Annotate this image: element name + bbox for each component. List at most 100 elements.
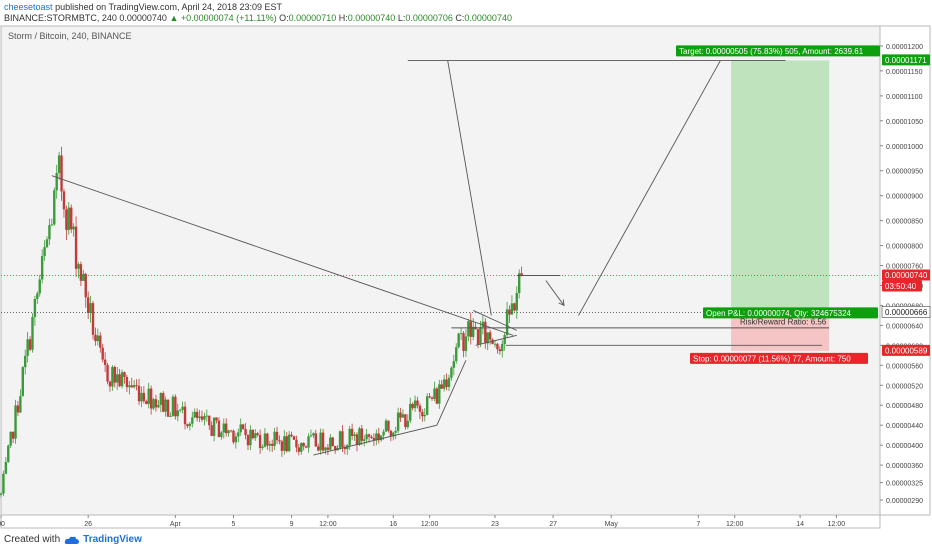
candle-body — [433, 388, 436, 399]
x-tick-label: 12:00 — [726, 521, 744, 528]
y-tick-label: 0.00000520 — [886, 383, 923, 390]
candle-body — [246, 435, 250, 446]
candle-body — [484, 321, 487, 344]
candle-body — [416, 400, 419, 406]
tradingview-logo[interactable]: TradingView — [64, 534, 142, 545]
x-tick-label: 12:00 — [319, 521, 337, 528]
stop-label-text: Stop: 0.00000077 (11.56%) 77, Amount: 75… — [693, 354, 851, 363]
candle-body — [464, 336, 468, 351]
candle-body — [292, 436, 296, 440]
candle-body — [302, 443, 305, 447]
candle-body — [394, 430, 397, 433]
countdown-tag: 03:50:40 — [882, 280, 922, 292]
candle-body — [215, 417, 218, 421]
candle-body — [9, 431, 12, 446]
candle-body — [382, 431, 385, 436]
candle-body — [517, 273, 521, 293]
candle-body — [452, 361, 456, 368]
target-price-tag: 0.00001171 — [882, 54, 930, 66]
candle-body — [116, 374, 119, 383]
candle-body — [326, 447, 330, 450]
y-tick-label: 0.00000325 — [886, 481, 923, 488]
candle-body — [367, 434, 371, 437]
candle-body — [21, 367, 24, 397]
candle-body — [263, 433, 267, 447]
candle-body — [11, 431, 15, 439]
candle-body — [498, 349, 502, 352]
countdown-tag-bg — [882, 280, 922, 292]
candle-body — [476, 329, 480, 345]
candle-body — [152, 399, 155, 409]
candle-body — [38, 279, 41, 294]
y-tick-label: 0.00000850 — [886, 219, 923, 226]
candle-body — [355, 434, 359, 445]
candle-body — [428, 396, 431, 398]
candle-body — [406, 420, 410, 428]
candle-body — [399, 412, 402, 418]
arrow-line — [545, 280, 565, 306]
candle-body — [295, 439, 298, 448]
entry-price-tag-bg — [881, 306, 931, 318]
candle-body — [450, 367, 453, 378]
o-label: O: — [279, 13, 289, 23]
candle-body — [438, 384, 441, 404]
y-tick-label: 0.00001000 — [886, 144, 923, 151]
candle-body — [409, 403, 412, 421]
candle-body — [67, 207, 71, 230]
candle-body — [312, 433, 315, 436]
stop-label: Stop: 0.00000077 (11.56%) 77, Amount: 75… — [690, 352, 868, 364]
stop-zone — [731, 312, 830, 351]
stop-price-tag-text: 0.00000589 — [885, 346, 928, 355]
candle-body — [496, 343, 499, 350]
rr-label: Risk/Reward Ratio: 6.56 — [740, 317, 827, 326]
candle-body — [404, 414, 407, 428]
candle-body — [14, 405, 17, 439]
candle-body — [285, 436, 288, 452]
candle-body — [217, 420, 221, 438]
y-tick-label: 0.00000400 — [886, 443, 923, 450]
candle-body — [425, 396, 429, 415]
candle-body — [370, 436, 373, 439]
candle-body — [510, 303, 514, 315]
stop-price-tag: 0.00000589 — [882, 344, 930, 356]
candle-body — [442, 379, 446, 389]
candle-body — [31, 316, 34, 350]
candle-body — [101, 347, 104, 360]
candle-body — [91, 303, 95, 335]
candle-body — [445, 379, 448, 387]
candle-body — [401, 414, 405, 418]
candle-body — [57, 155, 61, 174]
candle-body — [195, 411, 199, 419]
stop-label-bg — [690, 352, 868, 364]
ohlc-line: BINANCE:STORMBTC, 240 0.00000740 ▲ +0.00… — [4, 13, 512, 23]
candle-body — [471, 326, 475, 337]
candle-body — [212, 417, 216, 436]
candle-body — [421, 411, 424, 417]
last-price: 0.00000740 — [119, 13, 167, 23]
x-tick-label: 9 — [290, 521, 294, 528]
candle-body — [130, 385, 133, 388]
trend-line — [313, 424, 437, 456]
candle-body — [430, 397, 434, 399]
open-pnl-label-bg — [703, 307, 878, 319]
candle-body — [389, 430, 393, 437]
candle-body — [321, 432, 325, 451]
candle-body — [319, 432, 322, 451]
trend-line — [436, 360, 467, 426]
candle-body — [278, 440, 281, 442]
candle-body — [324, 447, 327, 451]
y-tick-label: 0.00000900 — [886, 194, 923, 201]
y-tick-label: 0.00000760 — [886, 264, 923, 271]
author-link[interactable]: cheesetoast — [4, 2, 53, 12]
y-tick-label: 0.00001200 — [886, 44, 923, 51]
candle-body — [106, 364, 109, 382]
candle-body — [4, 461, 8, 474]
candle-body — [181, 406, 184, 410]
target-label-text: Target: 0.00000505 (75.83%) 505, Amount:… — [679, 47, 864, 56]
candle-body — [379, 435, 383, 441]
candle-body — [469, 321, 472, 337]
candle-body — [208, 415, 211, 426]
trend-line — [473, 310, 517, 331]
candle-body — [486, 332, 489, 344]
